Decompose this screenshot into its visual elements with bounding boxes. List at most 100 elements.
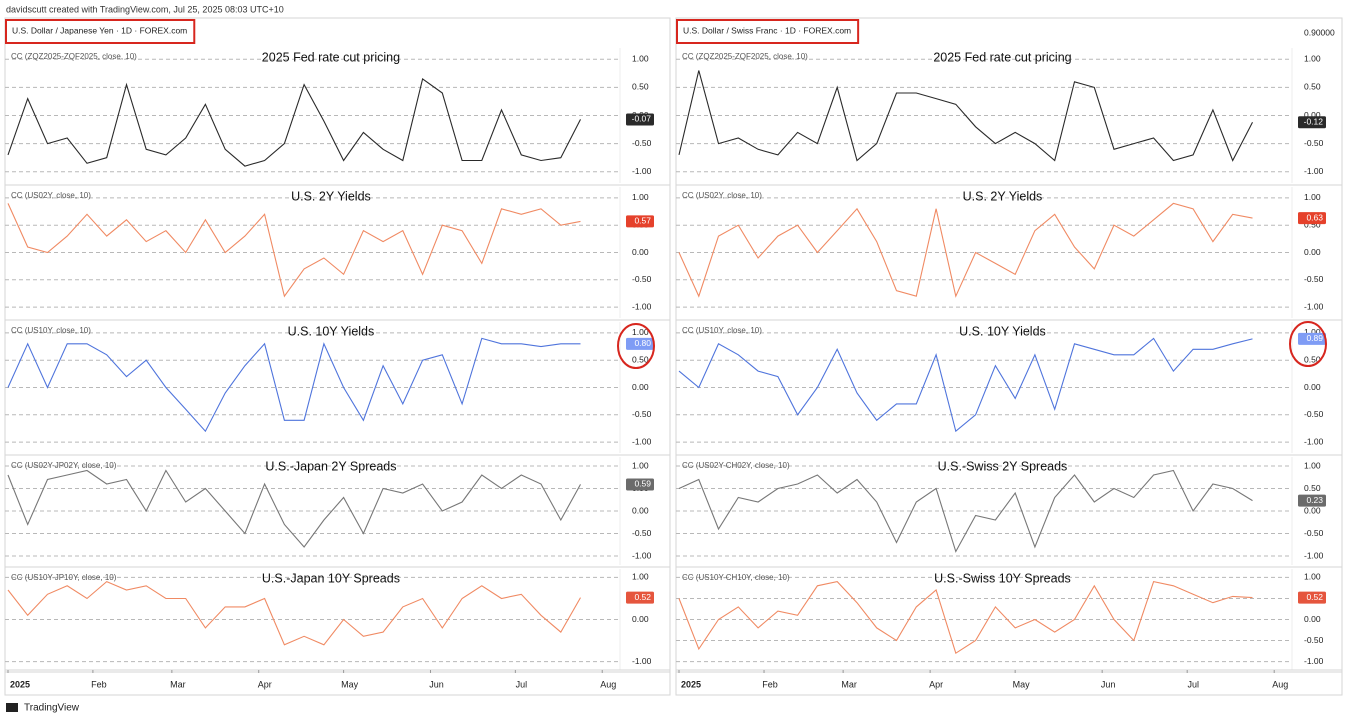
last-value-badge	[626, 215, 654, 228]
last-value-badge	[1298, 332, 1326, 345]
logo-icon	[6, 703, 18, 712]
x-tick-label: Apr	[258, 679, 272, 689]
y-tick-label: 0.50	[1304, 354, 1321, 364]
correlation-line	[678, 580, 1253, 655]
symbol-highlight	[676, 19, 860, 44]
pane-title: U.S. 10Y Yields	[959, 324, 1046, 338]
y-tick-label: -1.00	[632, 436, 652, 446]
x-tick-label: Jul	[1187, 679, 1199, 689]
y-tick-label: 0.50	[1304, 82, 1321, 92]
y-tick-label: 0.00	[632, 505, 649, 515]
y-tick-label: -0.50	[632, 138, 652, 148]
y-tick-label: 0.50	[632, 354, 649, 364]
pane-title: U.S. 10Y Yields	[288, 324, 375, 338]
pane-title: U.S. 2Y Yields	[963, 189, 1043, 203]
y-tick-label: 1.00	[1304, 54, 1321, 64]
last-value-label: 0.57	[634, 216, 651, 226]
correlation-line	[7, 203, 581, 298]
correlation-line	[678, 70, 1253, 162]
last-value-badge	[1298, 116, 1326, 129]
y-tick-label: -1.00	[632, 656, 652, 666]
y-tick-label: 0.50	[632, 82, 649, 92]
last-value-label: -0.12	[1304, 117, 1324, 127]
last-value-badge	[1298, 591, 1326, 604]
x-tick-label: May	[341, 679, 359, 689]
last-value-badge	[626, 337, 654, 350]
y-tick-label: -0.50	[1304, 409, 1324, 419]
y-tick-label: 0.00	[1304, 247, 1321, 257]
correlation-line	[7, 337, 581, 433]
highlight-circle	[1289, 321, 1327, 367]
y-tick-label: -1.00	[1304, 656, 1324, 666]
x-tick-label: Mar	[841, 679, 857, 689]
y-tick-label: -1.00	[1304, 166, 1324, 176]
y-tick-label: 0.00	[1304, 614, 1321, 624]
y-tick-label: 0.00	[1304, 505, 1321, 515]
pane-title: 2025 Fed rate cut pricing	[933, 50, 1071, 64]
pane-title: U.S.-Japan 10Y Spreads	[262, 571, 400, 585]
y-tick-label: 0.00	[632, 247, 649, 257]
y-tick-label: -0.50	[632, 528, 652, 538]
indicator-label: CC (US02Y-JP02Y, close, 10)	[11, 461, 117, 470]
y-tick-label: 1.00	[1304, 460, 1321, 470]
y-tick-label: 1.00	[1304, 192, 1321, 202]
pane-title: 2025 Fed rate cut pricing	[262, 50, 400, 64]
y-tick-label: -0.50	[632, 274, 652, 284]
x-tick-label: 2025	[681, 679, 701, 689]
indicator-label: CC (US02Y, close, 10)	[682, 191, 762, 200]
pane-title: U.S.-Japan 2Y Spreads	[265, 459, 396, 473]
x-tick-label: Mar	[170, 679, 186, 689]
correlation-line	[678, 202, 1253, 298]
highlight-circle	[617, 323, 655, 369]
symbol-label: U.S. Dollar / Japanese Yen · 1D · FOREX.…	[12, 25, 187, 35]
x-tick-label: Feb	[762, 679, 778, 689]
correlation-line	[678, 469, 1253, 553]
y-tick-label: -1.00	[1304, 301, 1324, 311]
last-value-badge	[1298, 494, 1326, 507]
last-value-badge	[626, 591, 654, 604]
y-tick-label: 1.00	[632, 54, 649, 64]
y-tick-label: 1.00	[632, 327, 649, 337]
correlation-line	[7, 469, 581, 548]
indicator-label: CC (US02Y, close, 10)	[11, 191, 91, 200]
x-tick-label: Jun	[429, 679, 444, 689]
panel-frame	[675, 17, 1343, 696]
indicator-label: CC (US02Y-CH02Y, close, 10)	[682, 461, 790, 470]
indicator-label: CC (US10Y-JP10Y, close, 10)	[11, 573, 117, 582]
y-tick-label: 1.00	[1304, 572, 1321, 582]
symbol-label: U.S. Dollar / Swiss Franc · 1D · FOREX.c…	[683, 25, 851, 35]
y-tick-label: 1.00	[632, 460, 649, 470]
y-tick-label: -0.50	[632, 409, 652, 419]
x-tick-label: Aug	[600, 679, 616, 689]
last-value-label: 0.59	[634, 479, 651, 489]
x-tick-label: Apr	[929, 679, 943, 689]
x-tick-label: Aug	[1272, 679, 1288, 689]
footer-logo: TradingView	[24, 703, 80, 714]
y-tick-label: 0.00	[1304, 110, 1321, 120]
y-tick-label: -1.00	[1304, 550, 1324, 560]
symbol-highlight	[5, 19, 196, 44]
indicator-label: CC (US10Y, close, 10)	[11, 326, 91, 335]
y-tick-label: 0.00	[1304, 382, 1321, 392]
y-tick-label: 0.50	[1304, 219, 1321, 229]
x-tick-label: Feb	[91, 679, 107, 689]
y-tick-label: -0.50	[1304, 635, 1324, 645]
y-tick-label: 1.00	[632, 572, 649, 582]
panel-frame	[4, 17, 671, 696]
last-value-badge	[626, 478, 654, 491]
correlation-line	[678, 337, 1253, 433]
indicator-label: CC (US10Y, close, 10)	[682, 326, 762, 335]
pane-title: U.S.-Swiss 10Y Spreads	[934, 571, 1071, 585]
pane-title: U.S. 2Y Yields	[291, 189, 371, 203]
x-tick-label: 2025	[10, 679, 30, 689]
last-value-label: 0.80	[634, 338, 651, 348]
last-value-label: 0.63	[1306, 212, 1323, 222]
x-tick-label: Jul	[516, 679, 528, 689]
last-value-badge	[626, 113, 654, 126]
correlation-line	[7, 77, 581, 167]
last-value-badge	[1298, 212, 1326, 225]
y-tick-label: 0.00	[632, 614, 649, 624]
y-tick-label: -0.50	[1304, 138, 1324, 148]
header: davidscutt created with TradingView.com,…	[6, 4, 284, 14]
